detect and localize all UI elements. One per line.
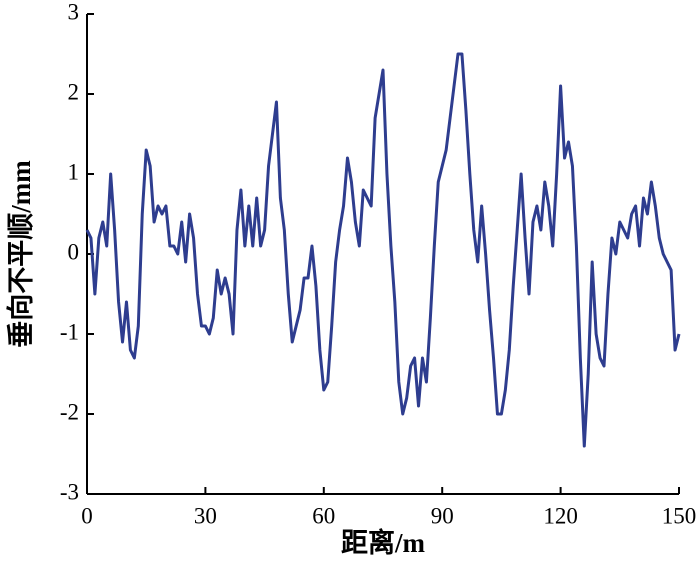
y-tick-label: 1	[68, 159, 80, 184]
y-tick-label: 2	[68, 79, 80, 104]
y-tick-label: -3	[60, 479, 79, 504]
x-tick-label: 0	[81, 503, 93, 528]
y-axis-title: 垂向不平顺/mm	[5, 160, 36, 348]
x-tick-label: 90	[431, 503, 454, 528]
y-tick-label: 0	[68, 239, 80, 264]
x-tick-label: 60	[312, 503, 335, 528]
data-line	[85, 52, 681, 448]
y-tick-label: -2	[60, 399, 79, 424]
y-tick-label: -1	[60, 319, 79, 344]
y-tick-label: 3	[68, 0, 80, 24]
x-tick-label: 30	[194, 503, 217, 528]
x-tick-label: 120	[543, 503, 578, 528]
x-tick-label: 150	[662, 503, 697, 528]
x-axis-title: 距离/m	[341, 527, 426, 558]
